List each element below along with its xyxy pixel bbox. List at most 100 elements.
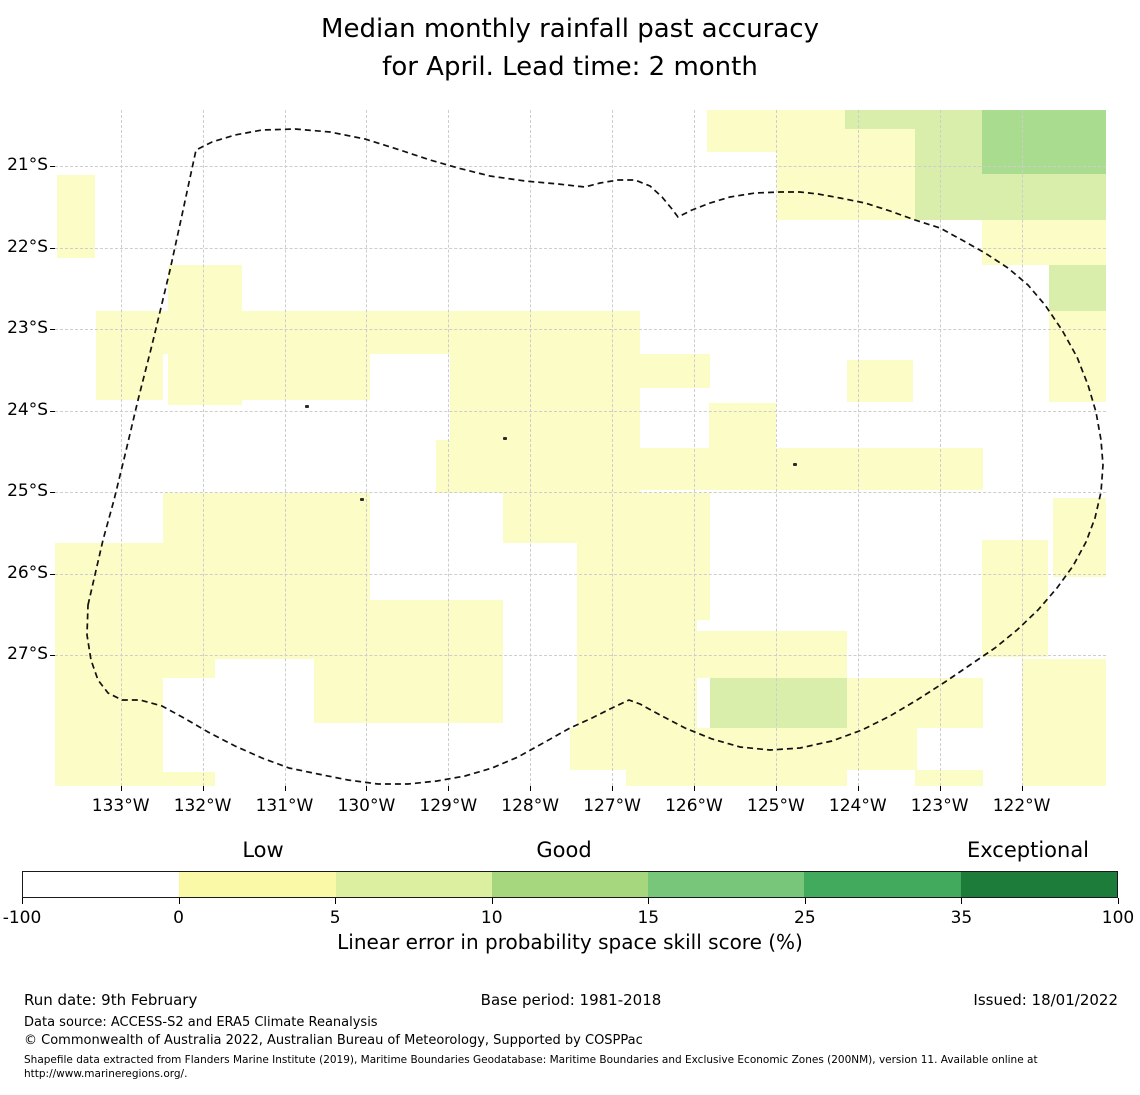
colorbar xyxy=(22,871,1118,898)
y-tick-mark xyxy=(50,573,55,575)
grid-line-vertical xyxy=(694,110,695,786)
y-tick-mark xyxy=(50,247,55,249)
map-cell xyxy=(982,540,1048,657)
grid-line-horizontal xyxy=(55,492,1106,493)
colorbar-tick-mark xyxy=(804,898,806,904)
colorbar-tick-label: 25 xyxy=(794,908,816,928)
colorbar-tick-label: -100 xyxy=(2,908,42,928)
x-tick-mark xyxy=(775,786,777,791)
chart-title: Median monthly rainfall past accuracy fo… xyxy=(0,10,1140,86)
colorbar-tick-label: 0 xyxy=(173,908,184,928)
map-cell xyxy=(776,110,845,220)
y-tick-mark xyxy=(50,166,55,167)
colorbar-category-label: Good xyxy=(536,838,592,862)
map-speck xyxy=(360,498,365,502)
map-cell xyxy=(844,110,983,130)
map-cell xyxy=(847,677,984,729)
eez-boundary-outline xyxy=(86,128,1104,785)
x-tick-mark xyxy=(120,786,122,791)
colorbar-segment xyxy=(179,872,336,897)
map-cell xyxy=(710,677,848,729)
x-tick-label: 131°W xyxy=(255,796,314,816)
map-cell xyxy=(639,354,711,388)
map-speck xyxy=(305,405,310,409)
grid-line-vertical xyxy=(448,110,450,786)
map-cell xyxy=(982,110,1106,175)
colorbar-tick-mark xyxy=(961,898,963,904)
map-speck xyxy=(792,463,797,467)
map-cell xyxy=(1052,497,1106,577)
colorbar-segment xyxy=(960,872,1117,897)
grid-line-horizontal xyxy=(55,655,1106,656)
y-tick-label: 24°S xyxy=(7,399,48,420)
map-cell xyxy=(697,630,848,678)
map-cell xyxy=(915,174,1106,220)
map-cell xyxy=(576,492,711,620)
colorbar-tick-label: 15 xyxy=(637,908,660,928)
x-tick-label: 125°W xyxy=(747,796,805,816)
grid-line-horizontal xyxy=(55,166,1106,167)
x-tick-mark xyxy=(530,786,532,791)
grid-line-horizontal xyxy=(55,573,1106,575)
map-cell xyxy=(639,447,984,491)
run-date-text: Run date: 9th February xyxy=(24,991,198,1009)
map-cell xyxy=(436,439,450,493)
copyright-text: © Commonwealth of Australia 2022, Austra… xyxy=(24,1033,643,1048)
map-cell xyxy=(708,403,776,491)
y-tick-label: 21°S xyxy=(7,155,48,175)
grid-line-vertical xyxy=(1021,110,1023,786)
y-tick-label: 22°S xyxy=(7,236,48,257)
map-cell xyxy=(56,174,96,259)
x-tick-label: 128°W xyxy=(501,796,560,816)
y-tick-label: 25°S xyxy=(7,481,48,501)
x-tick-mark xyxy=(939,786,941,791)
colorbar-tick-label: 35 xyxy=(950,908,973,928)
x-tick-mark xyxy=(284,786,286,791)
colorbar-category-label: Exceptional xyxy=(966,838,1090,862)
grid-line-vertical xyxy=(366,110,368,786)
x-tick-mark xyxy=(448,786,450,791)
y-tick-mark xyxy=(50,410,55,412)
colorbar-segment xyxy=(648,872,805,897)
map-cell xyxy=(96,354,164,400)
grid-line-vertical xyxy=(612,110,614,786)
colorbar-tick-mark xyxy=(491,898,493,904)
grid-line-vertical xyxy=(857,110,859,786)
map-plot-area xyxy=(55,110,1106,786)
grid-line-horizontal xyxy=(55,329,1106,330)
x-tick-mark xyxy=(202,786,204,791)
x-tick-label: 133°W xyxy=(91,796,150,816)
map-cell xyxy=(844,129,916,220)
x-tick-mark xyxy=(694,786,695,791)
grid-line-vertical xyxy=(530,110,532,786)
issued-text: Issued: 18/01/2022 xyxy=(973,991,1118,1009)
x-tick-label: 130°W xyxy=(337,796,396,816)
x-tick-label: 123°W xyxy=(910,796,969,816)
x-tick-label: 124°W xyxy=(828,796,887,816)
y-tick-label: 23°S xyxy=(7,318,48,338)
colorbar-tick-mark xyxy=(178,898,180,904)
map-cell xyxy=(1021,659,1106,786)
chart-title-line1: Median monthly rainfall past accuracy xyxy=(321,14,819,44)
colorbar-segment xyxy=(335,872,492,897)
x-tick-mark xyxy=(1021,786,1023,791)
colorbar-tick-label: 10 xyxy=(480,908,503,928)
colorbar-tick-mark xyxy=(335,898,337,904)
y-tick-label: 26°S xyxy=(7,562,48,583)
grid-line-vertical xyxy=(120,110,122,786)
data-source-text: Data source: ACCESS-S2 and ERA5 Climate … xyxy=(24,1015,378,1030)
x-tick-mark xyxy=(612,786,614,791)
y-tick-label: 27°S xyxy=(7,644,48,664)
map-cell xyxy=(570,728,917,770)
colorbar-category-label: Low xyxy=(242,838,284,862)
map-cell xyxy=(163,492,370,600)
map-cell xyxy=(449,311,640,493)
map-cell xyxy=(982,219,1106,265)
colorbar-tick-label: 100 xyxy=(1101,908,1135,928)
y-tick-mark xyxy=(50,492,55,493)
x-tick-mark xyxy=(857,786,859,791)
x-tick-label: 132°W xyxy=(173,796,232,816)
y-tick-mark xyxy=(50,329,55,330)
grid-line-horizontal xyxy=(55,247,1106,249)
